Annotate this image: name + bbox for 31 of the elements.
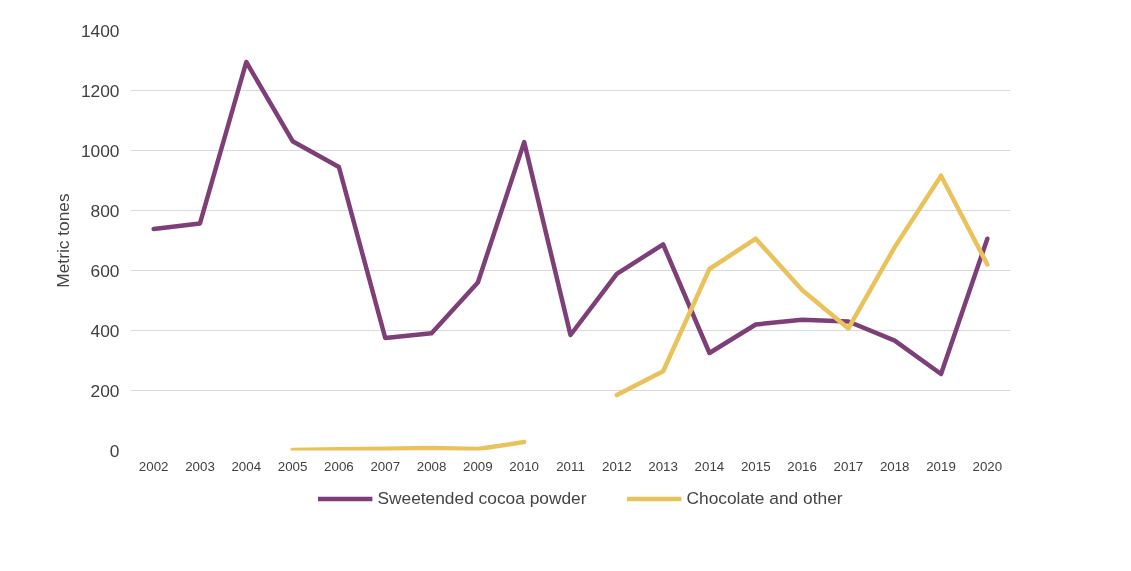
x-tick-label: 2004 <box>231 458 262 474</box>
x-tick-label: 2016 <box>787 458 817 474</box>
x-tick-label: 2005 <box>277 458 308 474</box>
legend-label: Chocolate and other <box>686 487 843 509</box>
x-tick-label: 2002 <box>138 458 169 474</box>
x-tick-label: 2008 <box>416 458 447 474</box>
y-tick-label: 1000 <box>80 140 120 161</box>
y-tick-label: 200 <box>90 380 120 401</box>
x-tick-label: 2012 <box>601 458 632 474</box>
x-tick-label: 2020 <box>972 458 1003 474</box>
x-tick-label: 2003 <box>185 458 215 474</box>
x-tick-label: 2007 <box>370 458 401 474</box>
y-tick-label: 600 <box>90 260 120 281</box>
legend-label: Sweetended cocoa powder <box>377 487 587 509</box>
line-series <box>151 59 990 377</box>
y-axis-title: Metric tones <box>52 192 73 288</box>
y-tick-label: 0 <box>109 440 120 461</box>
x-tick-label: 2013 <box>648 458 678 474</box>
x-tick-label: 2011 <box>556 458 585 474</box>
x-tick-label: 2019 <box>926 458 956 474</box>
y-tick-label: 1400 <box>80 20 120 41</box>
x-tick-label: 2017 <box>833 458 864 474</box>
y-tick-label: 400 <box>90 320 120 341</box>
y-tick-label: 1200 <box>80 80 120 101</box>
x-tick-label: 2015 <box>740 458 771 474</box>
x-tick-label: 2014 <box>694 458 725 474</box>
y-tick-label: 800 <box>90 200 120 221</box>
x-tick-label: 2006 <box>324 458 354 474</box>
x-tick-label: 2018 <box>879 458 910 474</box>
x-tick-label: 2010 <box>509 458 540 474</box>
x-tick-label: 2009 <box>463 458 493 474</box>
